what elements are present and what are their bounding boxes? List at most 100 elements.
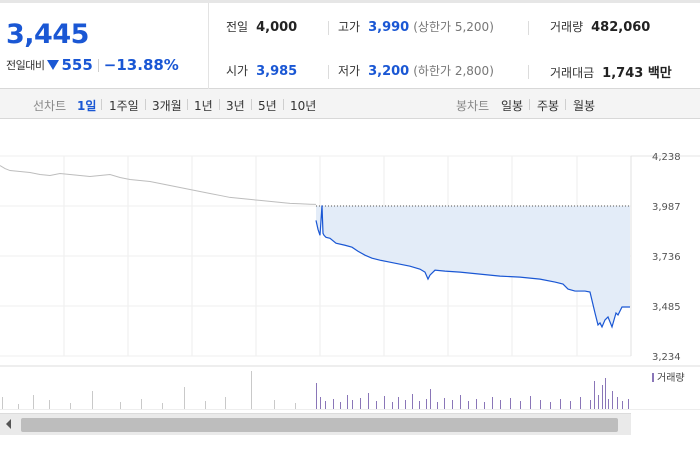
- period-3m[interactable]: 3개월: [152, 99, 182, 113]
- stat-prev-close: 전일 4,000: [226, 18, 297, 35]
- candle-chart-label: 봉차트: [456, 99, 490, 113]
- period-3y[interactable]: 3년: [226, 99, 245, 113]
- chart-lines: [0, 165, 631, 329]
- stat-label: 거래대금: [550, 66, 595, 80]
- stat-extra: (상한가 5,200): [413, 20, 494, 34]
- volume-bar: [368, 393, 369, 409]
- stat-high: 고가 3,990 (상한가 5,200): [338, 18, 494, 35]
- period-1y[interactable]: 1년: [194, 99, 213, 113]
- stat-value: 4,000: [256, 20, 298, 35]
- volume-bar: [398, 397, 399, 409]
- volume-bar: [540, 400, 541, 409]
- quote-panel: 3,445 전일대비 555 −13.88% 전일 4,000 고가 3,990…: [0, 0, 700, 89]
- divider: [529, 99, 530, 110]
- chart-toolbar: 선차트 1일 1주일 3개월 1년 3년 5년 10년 봉차트 일봉 주봉 월봉: [0, 89, 700, 119]
- candle-monthly[interactable]: 월봉: [573, 99, 596, 113]
- volume-bar: [484, 402, 485, 409]
- down-triangle-icon: [47, 60, 60, 70]
- stat-open: 시가 3,985: [226, 62, 297, 79]
- volume-bar: [49, 400, 50, 409]
- volume-bar: [225, 397, 226, 409]
- volume-bar: [460, 395, 461, 409]
- volume-bar: [602, 385, 603, 409]
- volume-bar: [452, 400, 453, 409]
- divider: [101, 99, 102, 110]
- candle-weekly[interactable]: 주봉: [537, 99, 560, 113]
- divider: [328, 65, 329, 79]
- volume-legend-label: 거래량: [657, 372, 685, 384]
- volume-bar: [340, 402, 341, 409]
- stat-label: 저가: [338, 64, 361, 78]
- volume-bar: [70, 403, 71, 409]
- volume-bar: [468, 401, 469, 409]
- y-tick-label: 3,234: [652, 352, 681, 363]
- divider: [251, 99, 252, 110]
- stat-value: 3,990: [368, 20, 410, 35]
- stat-value: 482,060: [591, 20, 651, 35]
- volume-bar: [320, 397, 321, 409]
- volume-bar: [2, 397, 3, 409]
- y-axis: 4,238 3,987 3,736 3,485 3,234: [652, 152, 681, 363]
- volume-bar: [295, 403, 296, 409]
- stat-value: 1,743 백만: [602, 66, 672, 81]
- price-chart: 4,238 3,987 3,736 3,485 3,234 거래량: [0, 120, 700, 410]
- divider: [219, 99, 220, 110]
- candle-daily[interactable]: 일봉: [501, 99, 524, 113]
- volume-bar: [205, 401, 206, 409]
- volume-bar: [405, 400, 406, 409]
- stat-label: 전일: [226, 20, 249, 34]
- volume-bar: [437, 402, 438, 409]
- divider: [565, 99, 566, 110]
- volume-bar: [376, 401, 377, 409]
- volume-bar: [590, 400, 591, 409]
- stat-value: 3,985: [256, 64, 298, 79]
- y-tick-label: 3,987: [652, 202, 681, 213]
- period-1d[interactable]: 1일: [77, 99, 97, 113]
- volume-bar: [162, 403, 163, 409]
- volume-bar: [430, 389, 431, 409]
- volume-bar: [444, 398, 445, 409]
- volume-bar: [92, 391, 93, 409]
- volume-bar: [598, 395, 599, 409]
- change-label: 전일대비: [6, 59, 45, 72]
- volume-bar: [520, 401, 521, 409]
- stat-amount: 거래대금 1,743 백만: [550, 62, 672, 81]
- volume-bar: [580, 397, 581, 409]
- line-chart-label: 선차트: [33, 99, 67, 113]
- volume-bar: [530, 396, 531, 409]
- current-price: 3,445: [6, 19, 89, 50]
- period-1w[interactable]: 1주일: [109, 99, 139, 113]
- scroll-thumb[interactable]: [21, 418, 618, 432]
- quote-stats: 전일 4,000 고가 3,990 (상한가 5,200) 거래량 482,06…: [210, 3, 700, 89]
- y-tick-label: 3,736: [652, 252, 681, 263]
- volume-bar: [560, 399, 561, 409]
- change-value: 555: [61, 56, 93, 74]
- divider: [145, 99, 146, 110]
- volume-bar: [426, 399, 427, 409]
- volume-bar: [274, 400, 275, 409]
- stat-label: 거래량: [550, 20, 584, 34]
- volume-bar: [492, 397, 493, 409]
- stat-value: 3,200: [368, 64, 410, 79]
- divider: [528, 65, 529, 79]
- divider: [187, 99, 188, 110]
- volume-bar: [570, 401, 571, 409]
- price-box: 3,445 전일대비 555 −13.88%: [0, 3, 209, 89]
- volume-bar: [510, 398, 511, 409]
- chart-scrollbar[interactable]: [0, 413, 631, 435]
- volume-bar: [628, 399, 629, 409]
- period-10y[interactable]: 10년: [290, 99, 317, 113]
- volume-bar: [612, 391, 613, 409]
- volume-bar: [360, 398, 361, 409]
- volume-bar: [352, 400, 353, 409]
- volume-bar: [622, 401, 623, 409]
- volume-legend-swatch: [652, 373, 654, 382]
- change-percent: −13.88%: [103, 56, 179, 74]
- period-5y[interactable]: 5년: [258, 99, 277, 113]
- volume-bar: [316, 383, 317, 409]
- volume-bar: [605, 378, 606, 409]
- scroll-left-icon[interactable]: [6, 419, 11, 429]
- volume-bar: [120, 402, 121, 409]
- volume-bar: [251, 371, 252, 409]
- stat-extra: (하한가 2,800): [413, 64, 494, 78]
